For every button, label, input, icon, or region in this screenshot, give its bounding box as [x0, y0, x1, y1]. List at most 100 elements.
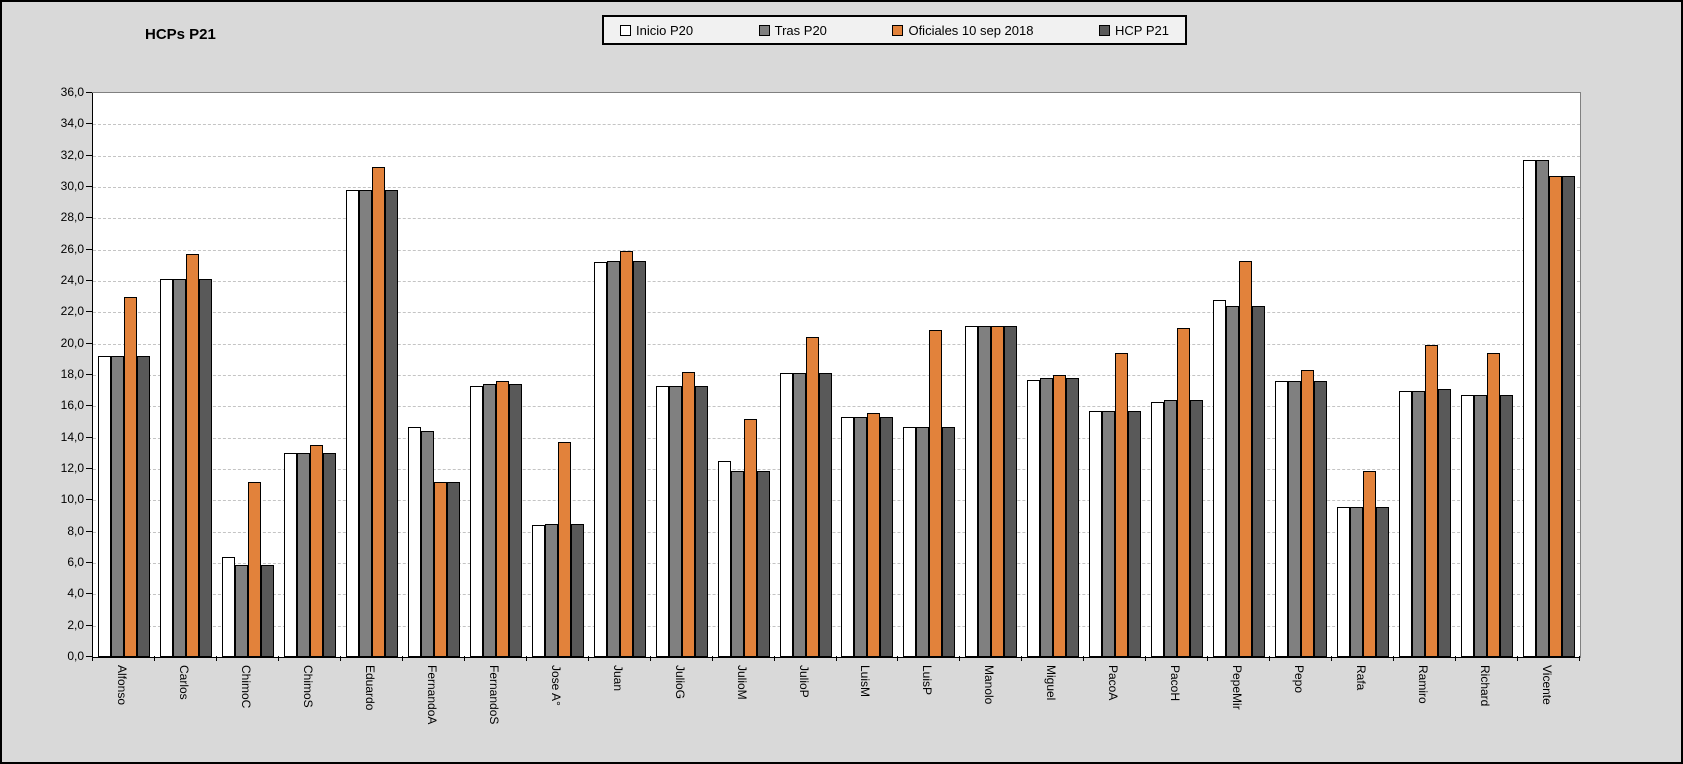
bar-tras-p20-ramiro: [1412, 391, 1425, 657]
y-axis-tick-mark: [86, 154, 92, 156]
y-axis-tick-mark: [86, 656, 92, 657]
gridline: [93, 406, 1580, 408]
x-axis-category-label: Rafa: [1354, 665, 1368, 691]
plot-area: [92, 92, 1581, 658]
bar-hcp-p21-pepemir: [1252, 306, 1265, 657]
bar-inicio-p20-chimoc: [222, 557, 235, 657]
x-axis-category-label: FernandoA: [425, 665, 439, 725]
x-axis-tick-mark: [836, 656, 837, 661]
bar-oficiales-10-sep-2018-chimos: [310, 445, 323, 657]
y-axis-tick-mark: [86, 562, 92, 563]
bar-tras-p20-chimoc: [235, 565, 248, 657]
bar-inicio-p20-rafa: [1337, 507, 1350, 657]
bar-hcp-p21-chimos: [323, 453, 336, 657]
gridline: [93, 218, 1580, 220]
legend-swatch: [620, 24, 631, 36]
x-axis-tick-mark: [712, 656, 713, 661]
y-axis-tick-label: 26,0: [60, 241, 84, 256]
bar-tras-p20-juliop: [793, 373, 806, 657]
bar-hcp-p21-juliom: [757, 471, 770, 657]
x-axis-tick-mark: [650, 656, 651, 661]
y-axis-tick-label: 18,0: [60, 367, 84, 381]
y-axis-tick-label: 8,0: [67, 523, 84, 538]
y-axis-line: [92, 93, 93, 657]
bar-inicio-p20-chimos: [284, 453, 297, 657]
bar-tras-p20-pacoh: [1164, 400, 1177, 657]
x-axis-tick-mark: [216, 656, 217, 661]
x-axis-category-label: LuisP: [920, 665, 934, 696]
bar-tras-p20-manolo: [978, 326, 991, 657]
y-axis-tick-mark: [86, 311, 92, 313]
x-axis-tick-mark: [1517, 656, 1518, 661]
bar-hcp-p21-manolo: [1004, 326, 1017, 657]
bar-tras-p20-alfonso: [111, 356, 124, 657]
y-axis-tick-mark: [86, 593, 92, 595]
x-axis-tick-mark: [154, 656, 155, 661]
y-axis-tick-mark: [86, 436, 92, 438]
gridline: [93, 249, 1580, 251]
x-axis-category-label: Eduardo: [363, 665, 377, 711]
bar-inicio-p20-eduardo: [346, 190, 359, 657]
y-axis-tick-label: 24,0: [60, 273, 84, 287]
y-axis-tick-label: 10,0: [60, 492, 84, 507]
bar-inicio-p20-alfonso: [98, 356, 111, 657]
bar-tras-p20-vicente: [1536, 160, 1549, 657]
legend-label: HCP P21: [1115, 22, 1169, 38]
legend-item: Oficiales 10 sep 2018: [892, 23, 1033, 38]
bar-inicio-p20-pacoh: [1151, 402, 1164, 657]
x-axis-category-label: ChimoC: [239, 665, 253, 709]
bar-hcp-p21-luisp: [942, 427, 955, 657]
bar-inicio-p20-juliop: [780, 373, 793, 657]
bar-hcp-p21-chimoc: [261, 565, 274, 657]
gridline: [93, 563, 1580, 564]
x-axis-tick-mark: [278, 656, 279, 661]
x-axis-category-label: Manolo: [982, 665, 996, 705]
x-axis-category-label: JulioP: [797, 665, 811, 698]
legend-item: Inicio P20: [620, 23, 693, 38]
gridline: [93, 312, 1580, 314]
x-axis-tick-mark: [774, 656, 775, 661]
y-axis-tick-label: 16,0: [60, 398, 84, 413]
bar-hcp-p21-vicente: [1562, 176, 1575, 657]
bar-hcp-p21-carlos: [199, 279, 212, 657]
bar-inicio-p20-pepo: [1275, 381, 1288, 657]
y-axis-tick-mark: [86, 186, 92, 187]
bar-hcp-p21-pacoa: [1128, 411, 1141, 657]
y-axis-tick-mark: [86, 468, 92, 469]
x-axis-tick-mark: [588, 656, 589, 661]
bar-hcp-p21-luism: [880, 417, 893, 657]
bar-inicio-p20-pacoa: [1089, 411, 1102, 657]
bar-oficiales-10-sep-2018-juan: [620, 251, 633, 657]
y-axis-tick-label: 14,0: [60, 429, 84, 444]
bar-oficiales-10-sep-2018-juliom: [744, 419, 757, 657]
bar-oficiales-10-sep-2018-manolo: [991, 326, 1004, 657]
bar-oficiales-10-sep-2018-jose-a-: [558, 442, 571, 657]
bar-oficiales-10-sep-2018-ramiro: [1425, 345, 1438, 657]
bar-hcp-p21-eduardo: [385, 190, 398, 657]
legend-swatch: [892, 24, 904, 36]
y-axis-tick-label: 0,0: [67, 649, 84, 663]
y-axis-tick-label: 2,0: [67, 617, 84, 632]
y-axis-tick-mark: [86, 530, 92, 532]
bar-oficiales-10-sep-2018-carlos: [186, 254, 199, 657]
bar-oficiales-10-sep-2018-richard: [1487, 353, 1500, 657]
bar-hcp-p21-richard: [1500, 395, 1513, 657]
bar-inicio-p20-jose-a-: [532, 525, 545, 657]
gridline: [93, 531, 1580, 533]
gridline: [93, 281, 1580, 282]
bar-tras-p20-juliog: [669, 386, 682, 657]
bar-inicio-p20-vicente: [1523, 160, 1536, 657]
bar-inicio-p20-fernandos: [470, 386, 483, 657]
bar-inicio-p20-juliom: [718, 461, 731, 657]
bar-tras-p20-pacoa: [1102, 411, 1115, 657]
y-axis-tick-mark: [86, 217, 92, 219]
legend-box: Inicio P20 Tras P20 Oficiales 10 sep 2018 H…: [602, 15, 1187, 45]
y-axis-tick-mark: [86, 92, 92, 93]
bar-hcp-p21-rafa: [1376, 507, 1389, 657]
x-axis-tick-mark: [464, 656, 465, 661]
gridline: [93, 625, 1580, 627]
legend-label: Tras P20: [774, 22, 827, 38]
x-axis-category-label: Ramiro: [1416, 665, 1430, 704]
bar-inicio-p20-ramiro: [1399, 391, 1412, 657]
x-axis-tick-mark: [959, 656, 960, 661]
